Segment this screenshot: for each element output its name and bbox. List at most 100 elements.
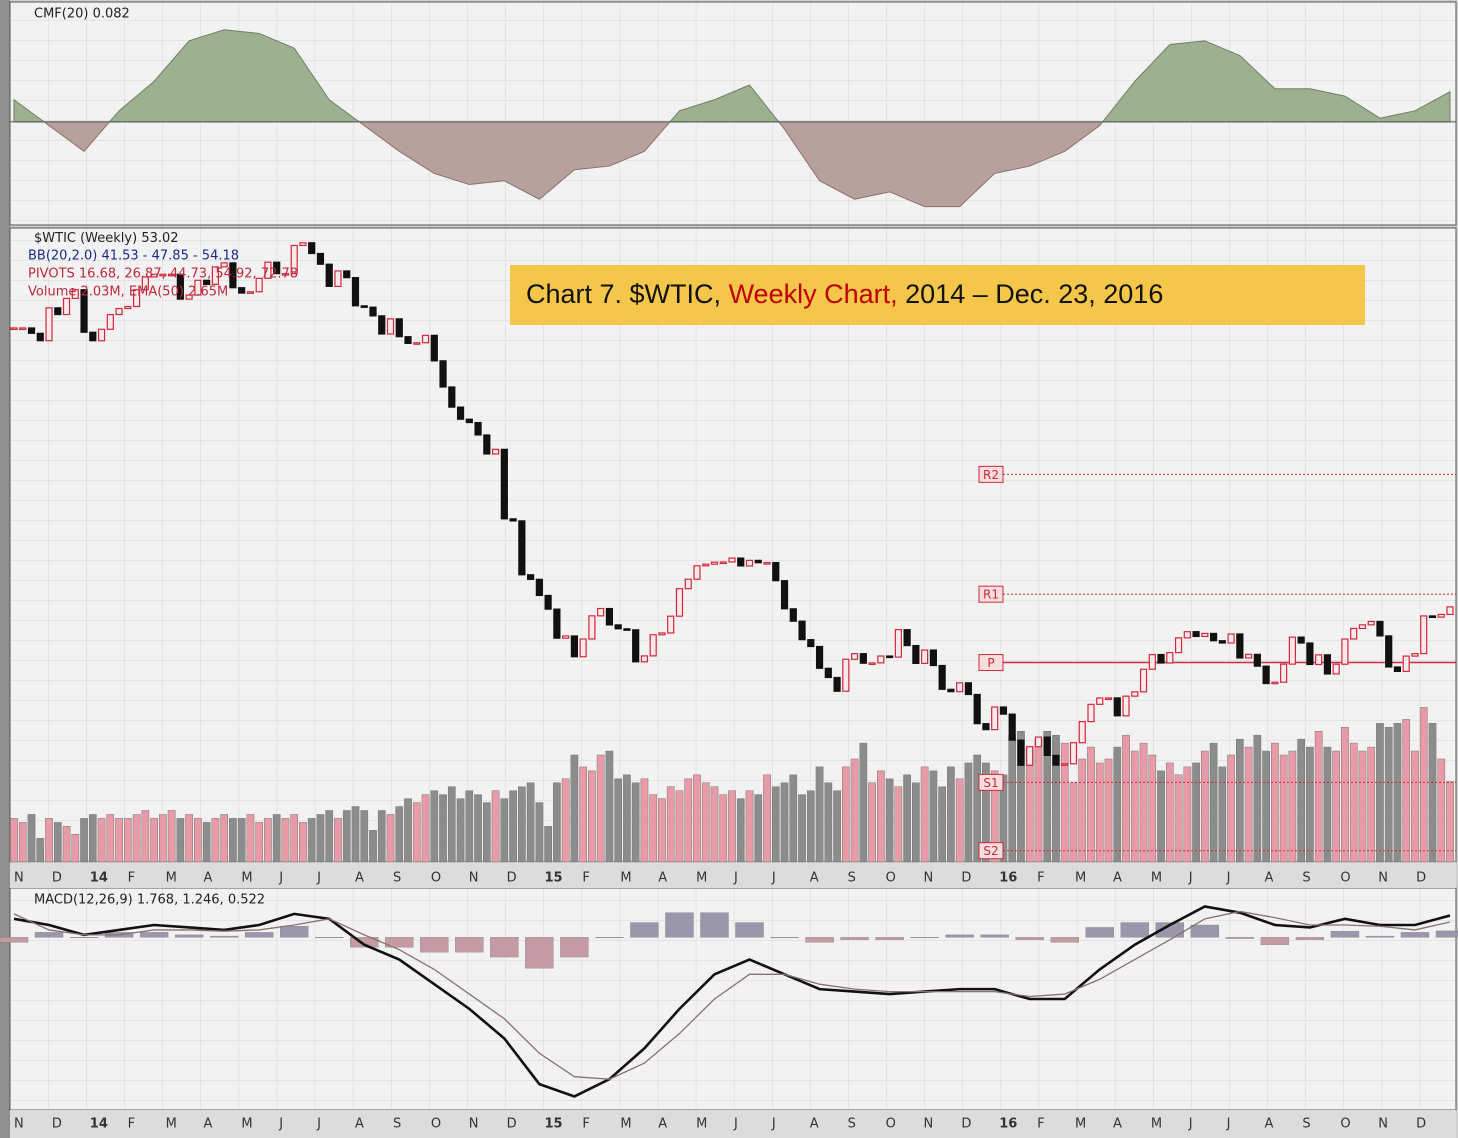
volume-bar <box>877 770 885 863</box>
candle <box>886 655 894 659</box>
volume-bar <box>272 814 281 863</box>
candle <box>710 561 719 565</box>
volume-bar <box>1200 750 1209 863</box>
volume-bar <box>1209 742 1218 863</box>
volume-bar <box>1183 766 1192 863</box>
candle <box>938 664 946 690</box>
x-tick-label: J <box>1188 871 1193 886</box>
candle <box>1218 640 1226 644</box>
volume-bar <box>10 818 18 863</box>
title-box <box>510 265 1365 325</box>
candle <box>632 629 640 663</box>
volume-bar <box>947 766 955 863</box>
candle <box>255 277 263 293</box>
volume-bar <box>307 818 316 863</box>
candle <box>789 608 797 622</box>
candle <box>824 667 832 679</box>
volume-bar <box>1297 738 1305 863</box>
candle <box>553 608 561 639</box>
candle <box>509 518 517 522</box>
candle <box>1104 697 1113 700</box>
volume-bar <box>841 766 850 863</box>
volume-bar <box>53 822 62 863</box>
volume-bar <box>561 778 570 863</box>
volume-bar <box>421 794 430 863</box>
price-name: $WTIC (Weekly) <box>34 231 137 246</box>
volume-bar <box>1139 742 1148 863</box>
volume-bar <box>833 790 841 863</box>
candle <box>658 632 666 636</box>
candle <box>991 706 999 731</box>
candle <box>894 629 902 658</box>
candle <box>999 706 1008 715</box>
volume-bar <box>36 837 45 863</box>
candle <box>702 563 710 567</box>
volume-bar <box>316 814 325 863</box>
x-tick-label: S <box>1302 1117 1310 1132</box>
last-close: 53.02 <box>141 231 178 246</box>
volume-bar <box>299 822 307 863</box>
volume-bar <box>229 818 237 863</box>
volume-bar <box>754 794 763 863</box>
candle <box>868 662 876 665</box>
volume-bar <box>850 758 859 863</box>
volume-bar <box>1323 746 1332 863</box>
x-tick-label: 16 <box>999 871 1017 886</box>
volume-bar <box>1113 746 1122 863</box>
volume-bar <box>447 786 456 863</box>
macd-histogram <box>350 937 379 948</box>
macd-histogram <box>244 932 274 938</box>
candle <box>1393 666 1402 672</box>
candle <box>1323 654 1332 675</box>
volume-bar <box>474 794 482 863</box>
macd-histogram <box>1015 937 1044 940</box>
macd-histogram <box>700 912 729 938</box>
volume-bar <box>684 778 693 863</box>
candle <box>1209 632 1218 642</box>
volume-bar <box>1052 734 1060 863</box>
candle <box>439 360 447 388</box>
candle <box>570 635 578 658</box>
volume-bar <box>88 814 97 863</box>
pivot-label: P <box>987 656 994 670</box>
macd-histogram <box>0 937 29 943</box>
x-tick-label: 15 <box>545 1117 563 1132</box>
volume-bar <box>1367 746 1376 863</box>
volume-bar <box>1306 746 1314 863</box>
candle <box>614 624 622 630</box>
candle <box>877 655 885 664</box>
candle <box>1271 681 1279 685</box>
candle <box>264 261 272 279</box>
volume-bar <box>456 798 465 863</box>
candle <box>19 327 27 331</box>
x-tick-label: J <box>278 871 283 886</box>
candle <box>299 242 307 247</box>
x-tick-label: O <box>1340 871 1350 886</box>
candle <box>667 615 675 634</box>
candle <box>1306 642 1314 666</box>
candle <box>912 644 920 665</box>
volume-bar <box>141 810 150 863</box>
volume-bar <box>1227 754 1235 863</box>
volume-bar <box>1446 781 1454 863</box>
candle <box>1192 631 1200 638</box>
candle <box>754 559 762 564</box>
candle <box>1174 637 1183 654</box>
volume-bar <box>1078 758 1087 863</box>
volume-bar <box>745 790 754 863</box>
x-tick-label: M <box>1075 871 1086 886</box>
candle <box>1411 653 1419 657</box>
pivot-label: S1 <box>983 776 998 790</box>
volume-bar <box>290 814 299 863</box>
candle <box>1245 653 1253 659</box>
x-tick-label: S <box>848 871 856 886</box>
candle <box>36 332 44 342</box>
candle <box>97 328 106 342</box>
volume-bar <box>658 798 666 863</box>
volume-bar <box>211 818 220 863</box>
volume-bar <box>1069 782 1078 863</box>
x-tick-label: 14 <box>90 1117 108 1132</box>
volume-bar <box>771 786 780 863</box>
x-tick-label: D <box>1416 871 1426 886</box>
candle <box>325 263 333 287</box>
